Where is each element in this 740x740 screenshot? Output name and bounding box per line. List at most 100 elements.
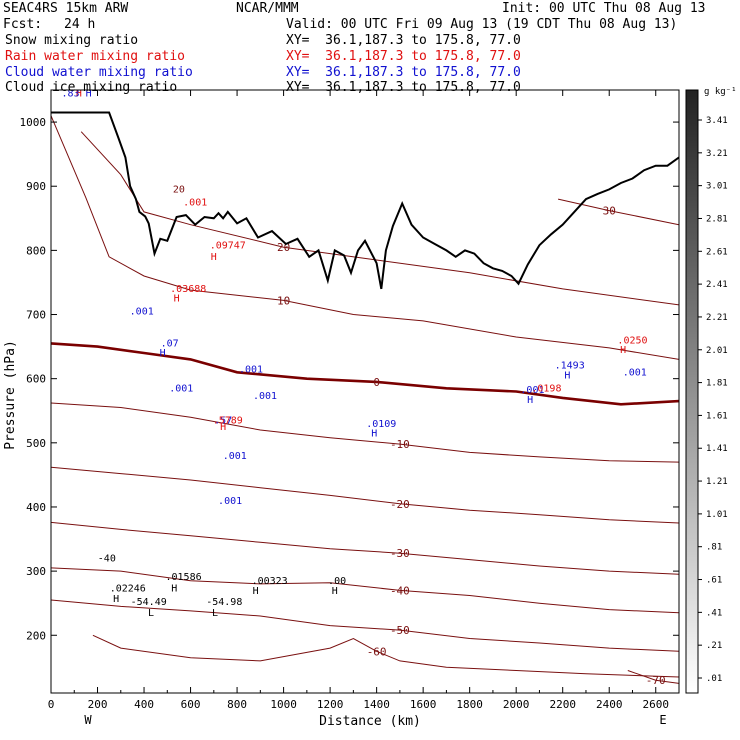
contour-annotation: .5789 bbox=[213, 416, 243, 427]
isotherm-line bbox=[557, 198, 679, 226]
field-label-rain: Rain water mixing ratio bbox=[5, 49, 186, 64]
isotherm-label: -40 bbox=[390, 584, 410, 597]
contour-annotation: H bbox=[211, 252, 217, 263]
field-xy-rain: XY= 36.1,187.3 to 175.8, 77.0 bbox=[286, 49, 521, 64]
isotherm-line bbox=[51, 402, 679, 463]
y-tick-label: 700 bbox=[26, 309, 46, 322]
colorbar-label: .41 bbox=[706, 608, 722, 618]
isotherm-label: -30 bbox=[390, 547, 410, 560]
x-axis-west-label: W bbox=[84, 713, 92, 727]
contour-annotation: .57 bbox=[214, 416, 232, 427]
colorbar-label: .61 bbox=[706, 576, 722, 586]
colorbar-label: 1.21 bbox=[706, 477, 728, 487]
x-tick-label: 1800 bbox=[456, 698, 483, 711]
fcst-label: Fcst: bbox=[3, 17, 43, 32]
contour-annotation: H bbox=[174, 294, 180, 305]
field-xy-cloud-water: XY= 36.1,187.3 to 175.8, 77.0 bbox=[286, 65, 521, 80]
y-tick-label: 900 bbox=[26, 180, 46, 193]
isotherm-label: 10 bbox=[277, 294, 290, 307]
isotherm-label: -60 bbox=[367, 645, 387, 658]
contour-annotation: .001 bbox=[253, 391, 277, 402]
contour-annotation: .00 bbox=[328, 576, 346, 587]
plot-frame bbox=[50, 89, 680, 694]
isotherm-label: -70 bbox=[646, 674, 666, 687]
field-label-cloud-water: Cloud water mixing ratio bbox=[5, 65, 193, 80]
contour-annotation: H bbox=[371, 428, 377, 439]
colorbar-label: .21 bbox=[706, 641, 722, 651]
isotherm-line bbox=[51, 567, 679, 614]
x-tick-label: 600 bbox=[181, 698, 201, 711]
isotherm-label: -20 bbox=[390, 498, 410, 511]
y-tick-label: 200 bbox=[26, 629, 46, 642]
x-tick-label: 2000 bbox=[503, 698, 530, 711]
colorbar-label: .81 bbox=[706, 543, 722, 553]
isotherm-label: -50 bbox=[390, 624, 410, 637]
isotherm-line bbox=[51, 521, 679, 575]
isotherm-line bbox=[80, 131, 679, 306]
colorbar-label: 2.01 bbox=[706, 346, 728, 356]
contour-annotation: .0109 bbox=[366, 419, 396, 430]
contour-annotation: .001 bbox=[223, 451, 247, 462]
x-tick-label: 1200 bbox=[317, 698, 344, 711]
contour-annotation: .02246 bbox=[110, 584, 146, 595]
field-label-snow: Snow mixing ratio bbox=[5, 33, 139, 48]
x-axis-east-label: E bbox=[659, 713, 666, 727]
x-tick-label: 1600 bbox=[410, 698, 437, 711]
contour-annotation: H bbox=[620, 345, 626, 356]
init-time: Init: 00 UTC Thu 08 Aug 13 bbox=[502, 1, 706, 16]
contour-annotation: .001 bbox=[623, 367, 647, 378]
x-tick-label: 0 bbox=[48, 698, 55, 711]
isotherm-label: 0 bbox=[373, 376, 380, 389]
field-label-cloud-ice: Cloud ice mixing ratio bbox=[5, 80, 178, 95]
contour-annotation: -54.98 bbox=[206, 597, 242, 608]
y-tick-label: 1000 bbox=[20, 116, 47, 129]
isotherm-line bbox=[51, 599, 679, 652]
y-tick-label: 300 bbox=[26, 565, 46, 578]
contour-annotation: L bbox=[148, 608, 154, 619]
contour-annotation: .001 bbox=[520, 385, 544, 396]
x-tick-label: 200 bbox=[88, 698, 108, 711]
contour-annotation: -54.49 bbox=[131, 597, 167, 608]
contour-annotation: H bbox=[564, 371, 570, 382]
contour-annotation: .001 bbox=[218, 496, 242, 507]
contour-annotation: .00066 bbox=[61, 74, 97, 85]
colorbar-label: 1.01 bbox=[706, 510, 728, 520]
contour-annotation: .001 bbox=[130, 307, 154, 318]
colorbar-label: 2.81 bbox=[706, 214, 728, 224]
contour-annotation: 20 bbox=[173, 185, 185, 196]
contour-annotation: .0198 bbox=[531, 384, 561, 395]
fcst-value: 24 h bbox=[64, 17, 96, 32]
contour-annotation: H bbox=[171, 584, 177, 595]
x-tick-label: 1000 bbox=[270, 698, 297, 711]
contour-annotation: .0250 bbox=[617, 335, 647, 346]
contour-annotation: H bbox=[527, 395, 533, 406]
contour-annotation: .001 bbox=[183, 197, 207, 208]
colorbar-label: 3.01 bbox=[706, 182, 728, 192]
contour-annotation: .00323 bbox=[252, 576, 288, 587]
x-tick-label: 2600 bbox=[642, 698, 669, 711]
y-tick-label: 600 bbox=[26, 373, 46, 386]
contour-annotation: .4537 bbox=[96, 78, 126, 89]
colorbar-ramp bbox=[685, 89, 699, 694]
contour-annotation: .83 H bbox=[62, 88, 92, 99]
isotherm-line bbox=[627, 670, 679, 684]
x-tick-label: 800 bbox=[227, 698, 247, 711]
valid-time: Valid: 00 UTC Fri 09 Aug 13 (19 CDT Thu … bbox=[286, 17, 678, 32]
contour-annotation: .001 bbox=[239, 364, 263, 375]
contour-annotation: .03688 bbox=[170, 284, 206, 295]
x-axis-title: Distance (km) bbox=[319, 714, 421, 729]
y-axis-title: Pressure (hPa) bbox=[3, 340, 18, 450]
contour-annotation: -40 bbox=[98, 553, 116, 564]
colorbar-label: 1.61 bbox=[706, 411, 728, 421]
colorbar-label: 1.81 bbox=[706, 379, 728, 389]
contour-annotation: .07 bbox=[161, 339, 179, 350]
colorbar-label: 2.21 bbox=[706, 313, 728, 323]
contour-annotation: H bbox=[253, 586, 259, 597]
contour-annotation: H bbox=[332, 586, 338, 597]
isotherm-line bbox=[51, 466, 679, 524]
model-title: SEAC4RS 15km ARW bbox=[3, 1, 129, 16]
contour-annotation: .001 bbox=[169, 384, 193, 395]
terrain-line bbox=[51, 111, 679, 290]
contour-annotation: H bbox=[220, 422, 226, 433]
